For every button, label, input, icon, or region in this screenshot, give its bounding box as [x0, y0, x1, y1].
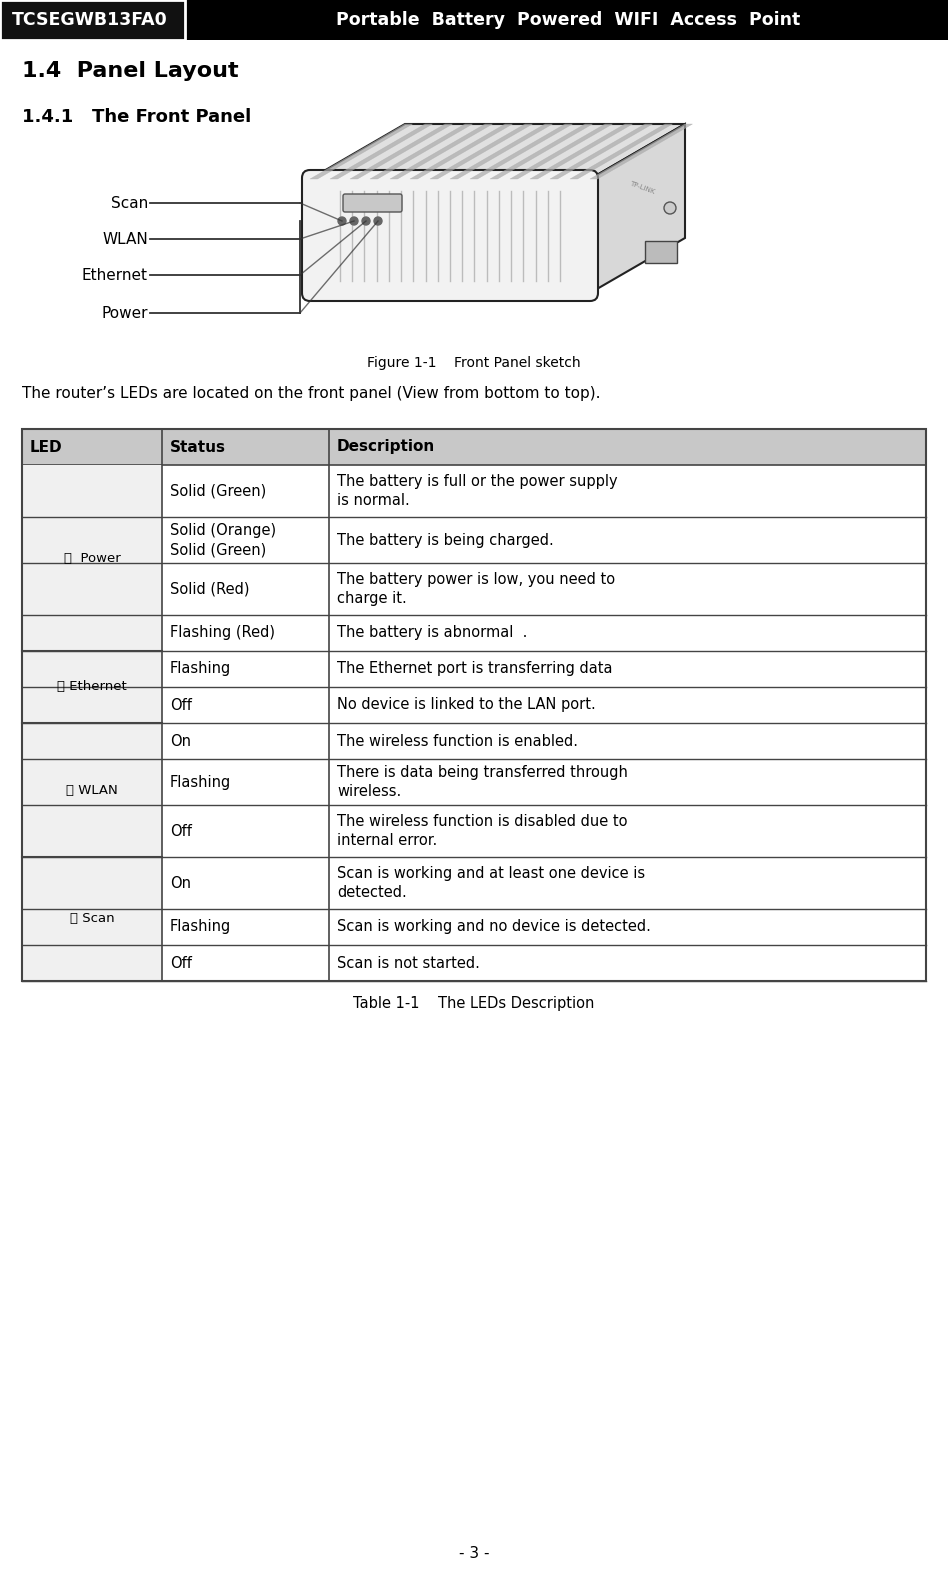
Text: There is data being transferred through
wireless.: There is data being transferred through … [337, 765, 628, 799]
Bar [22, 908, 926, 945]
Text: Power: Power [101, 305, 148, 320]
Text: The battery is full or the power supply
is normal.: The battery is full or the power supply … [337, 474, 618, 508]
Circle shape [350, 216, 358, 224]
Bar [0, 0, 948, 40]
FancyBboxPatch shape [343, 194, 402, 212]
Text: The battery is being charged.: The battery is being charged. [337, 533, 554, 547]
Polygon shape [310, 124, 412, 180]
Text: Solid (Orange)
Solid (Green): Solid (Orange) Solid (Green) [170, 523, 276, 557]
Text: LED: LED [30, 439, 63, 455]
Text: Flashing: Flashing [170, 775, 231, 789]
Bar [22, 759, 926, 805]
Text: ⎗ Ethernet: ⎗ Ethernet [57, 681, 127, 694]
Text: On: On [170, 875, 191, 891]
Polygon shape [590, 124, 692, 180]
Text: The wireless function is enabled.: The wireless function is enabled. [337, 733, 578, 748]
Text: The Ethernet port is transferring data: The Ethernet port is transferring data [337, 662, 612, 676]
Text: ⏻  Power: ⏻ Power [64, 552, 120, 565]
Polygon shape [510, 124, 612, 180]
Polygon shape [330, 124, 432, 180]
Text: Scan is working and at least one device is
detected.: Scan is working and at least one device … [337, 866, 646, 901]
Text: Flashing (Red): Flashing (Red) [170, 625, 275, 641]
Bar [22, 616, 926, 651]
Text: 1.4  Panel Layout: 1.4 Panel Layout [22, 60, 239, 81]
Text: On: On [170, 733, 191, 748]
Text: No device is linked to the LAN port.: No device is linked to the LAN port. [337, 697, 595, 713]
Text: Scan is working and no device is detected.: Scan is working and no device is detecte… [337, 920, 651, 934]
Text: Description: Description [337, 439, 435, 455]
Text: Ethernet: Ethernet [82, 267, 148, 283]
Bar [22, 722, 162, 858]
Polygon shape [450, 124, 553, 180]
Text: Scan: Scan [111, 196, 148, 210]
Text: Solid (Green): Solid (Green) [170, 484, 266, 498]
Text: The battery is abnormal  .: The battery is abnormal . [337, 625, 527, 641]
Polygon shape [590, 124, 685, 293]
FancyBboxPatch shape [302, 170, 598, 301]
Polygon shape [370, 124, 472, 180]
Text: 🔎 Scan: 🔎 Scan [70, 913, 115, 926]
Text: Off: Off [170, 956, 191, 971]
Bar [22, 722, 926, 759]
Text: The battery power is low, you need to
charge it.: The battery power is low, you need to ch… [337, 571, 615, 606]
Text: ⦾ WLAN: ⦾ WLAN [66, 783, 118, 797]
Text: TCSEGWB13FA0: TCSEGWB13FA0 [12, 11, 168, 29]
Bar [22, 465, 926, 517]
Bar [22, 465, 162, 651]
Text: Flashing: Flashing [170, 920, 231, 934]
Bar [22, 805, 926, 858]
Text: Table 1-1    The LEDs Description: Table 1-1 The LEDs Description [354, 996, 594, 1010]
Text: Off: Off [170, 824, 191, 838]
Polygon shape [390, 124, 493, 180]
Text: Status: Status [170, 439, 226, 455]
Bar [22, 858, 162, 982]
Text: WLAN: WLAN [102, 232, 148, 247]
Bar [22, 517, 926, 563]
Text: TP-LINK: TP-LINK [629, 181, 656, 196]
Circle shape [374, 216, 382, 224]
Bar [22, 563, 926, 616]
Text: Figure 1-1    Front Panel sketch: Figure 1-1 Front Panel sketch [367, 356, 581, 371]
Bar [22, 651, 926, 687]
Bar [22, 430, 926, 982]
Bar [22, 945, 926, 982]
Polygon shape [550, 124, 652, 180]
Polygon shape [490, 124, 592, 180]
Text: Off: Off [170, 697, 191, 713]
Bar [22, 858, 926, 908]
Polygon shape [570, 124, 672, 180]
Circle shape [362, 216, 370, 224]
Text: Scan is not started.: Scan is not started. [337, 956, 480, 971]
Polygon shape [430, 124, 533, 180]
Polygon shape [310, 124, 685, 180]
Bar [0, 0, 185, 40]
Bar [22, 651, 162, 722]
Bar [22, 687, 926, 722]
Text: The wireless function is disabled due to
internal error.: The wireless function is disabled due to… [337, 815, 628, 848]
Text: Solid (Red): Solid (Red) [170, 581, 249, 597]
Text: Flashing: Flashing [170, 662, 231, 676]
Polygon shape [350, 124, 452, 180]
Polygon shape [410, 124, 513, 180]
Text: The router’s LEDs are located on the front panel (View from bottom to top).: The router’s LEDs are located on the fro… [22, 387, 600, 401]
Bar [22, 430, 926, 465]
Text: - 3 -: - 3 - [459, 1546, 489, 1561]
Circle shape [338, 216, 346, 224]
Text: 1.4.1   The Front Panel: 1.4.1 The Front Panel [22, 108, 251, 126]
Polygon shape [530, 124, 632, 180]
Polygon shape [470, 124, 573, 180]
Text: Portable  Battery  Powered  WIFI  Access  Point: Portable Battery Powered WIFI Access Poi… [336, 11, 800, 29]
Bar [645, 240, 677, 263]
Circle shape [664, 202, 676, 215]
